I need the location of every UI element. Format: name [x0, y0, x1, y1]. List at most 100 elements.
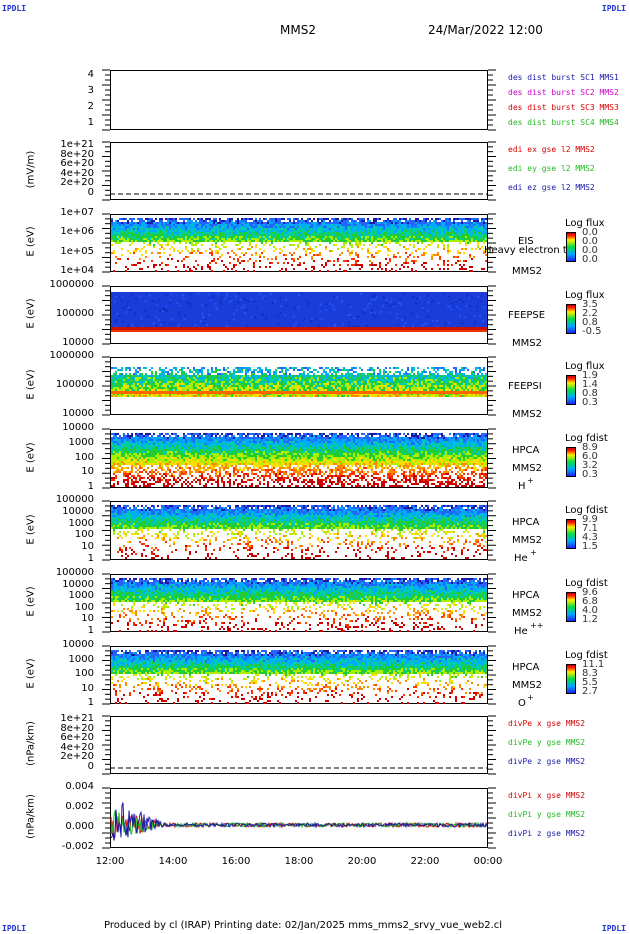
colorbar-title: Log fdist — [565, 505, 608, 516]
legend-entry: divPi x gse MMS2 — [508, 791, 586, 800]
y-tick-label: 0 — [87, 761, 94, 772]
instrument-label: HPCA — [512, 590, 540, 601]
y-tick-label: 0.002 — [65, 801, 94, 812]
y-tick-label: 10000 — [62, 505, 94, 517]
y-tick-label: 1000 — [68, 590, 94, 602]
y-tick-label: 1 — [87, 553, 94, 564]
y-tick-label: 1e+07 — [60, 207, 94, 218]
colorbar-tick: 1.9 — [582, 370, 598, 381]
legend-entry: divPe x gse MMS2 — [508, 719, 586, 728]
instrument-label: EIS — [518, 236, 534, 247]
corner-label-bottom-left: IPDLI — [2, 924, 27, 933]
y-tick-label: 10000 — [62, 422, 94, 433]
legend-entry: divPe z gse MMS2 — [508, 757, 586, 766]
x-tick-label: 16:00 — [221, 856, 251, 867]
spacecraft-label: MMS2 — [512, 409, 542, 420]
y-tick-label: 1000000 — [49, 279, 94, 290]
colorbar-gradient — [566, 447, 576, 477]
y-tick-label: 10000 — [62, 578, 94, 590]
y-tick-label: 1e+05 — [60, 245, 94, 257]
colorbar-tick: 0.0 — [582, 245, 598, 256]
colorbar-tick: 1.2 — [582, 614, 598, 625]
colorbar-tick: 8.9 — [582, 442, 598, 453]
datetime-title: 24/Mar/2022 12:00 — [428, 23, 543, 37]
y-tick-label: 100 — [74, 601, 94, 613]
colorbar-tick: 4.3 — [582, 532, 598, 543]
instrument-label: FEEPSI — [508, 381, 542, 392]
instrument-label: FEEPSE — [508, 310, 546, 321]
species-label: He — [514, 626, 528, 637]
legend-entry: edi ez gse l2 MMS2 — [508, 183, 595, 192]
colorbar-tick: 1.4 — [582, 379, 598, 390]
colorbar-tick: 0.8 — [582, 388, 598, 399]
colorbar-tick: 0.0 — [582, 227, 598, 238]
y-tick-label: 10 — [81, 682, 94, 694]
species-charge: ++ — [530, 621, 544, 630]
legend-entry: des dist burst SC4 MMS4 — [508, 118, 619, 127]
colorbar-title: Log fdist — [565, 650, 608, 661]
y-tick-label: 1e+21 — [60, 139, 94, 150]
y-tick-label: 100 — [74, 451, 94, 463]
colorbar-gradient — [566, 664, 576, 694]
x-tick-label: 12:00 — [95, 856, 125, 867]
y-tick-label: 100000 — [55, 308, 94, 319]
colorbar-tick: 0.3 — [582, 469, 598, 480]
colorbar-title: Log fdist — [565, 578, 608, 589]
x-tick-label: 18:00 — [284, 856, 314, 867]
colorbar-tick: 4.0 — [582, 605, 598, 616]
y-tick-label: 10 — [81, 466, 94, 478]
y-tick-label: 1e+06 — [60, 226, 94, 238]
legend-entry: divPi y gse MMS2 — [508, 810, 586, 819]
colorbar-gradient — [566, 232, 576, 262]
panel-p1 — [110, 70, 488, 130]
y-tick-label: 1000 — [68, 653, 94, 665]
species-label: He — [514, 553, 528, 564]
y-tick-label: -0.002 — [61, 841, 94, 852]
species-charge: + — [527, 693, 534, 702]
spacecraft-label: MMS2 — [512, 535, 542, 546]
colorbar-gradient — [566, 519, 576, 549]
y-tick-label: 10 — [81, 613, 94, 625]
y-tick-label: 0.004 — [65, 781, 94, 792]
colorbar-tick: 0.3 — [582, 397, 598, 408]
spacecraft-title: MMS2 — [280, 23, 316, 37]
colorbar-tick: 7.1 — [582, 523, 598, 534]
y-tick-label: 4e+20 — [60, 167, 94, 179]
colorbar-gradient — [566, 592, 576, 622]
y-tick-label: 4 — [87, 69, 94, 80]
legend-entry: divPi z gse MMS2 — [508, 829, 586, 838]
y-tick-label: 100000 — [55, 567, 94, 578]
spacecraft-label: MMS2 — [512, 266, 542, 277]
y-tick-label: 1 — [87, 481, 94, 492]
colorbar-gradient — [566, 304, 576, 334]
panel-p10 — [110, 716, 488, 774]
y-tick-label: 100000 — [55, 379, 94, 390]
colorbar-tick: 2.2 — [582, 308, 598, 319]
colorbar-tick: 2.7 — [582, 686, 598, 697]
x-tick-label: 00:00 — [473, 856, 503, 867]
spacecraft-label: MMS2 — [512, 680, 542, 691]
y-tick-label: 2e+20 — [60, 177, 94, 189]
y-tick-label: 1e+04 — [60, 265, 94, 276]
y-tick-label: 6e+20 — [60, 158, 94, 170]
species-charge: + — [530, 548, 537, 557]
y-tick-label: 10000 — [62, 408, 94, 419]
y-tick-label: 0 — [87, 187, 94, 198]
species-charge: + — [527, 476, 534, 485]
